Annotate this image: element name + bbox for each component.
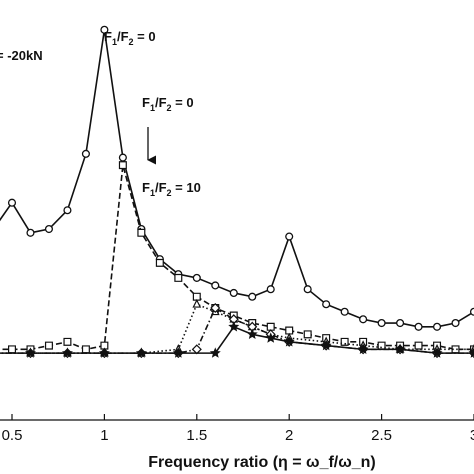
data-point-circle: [26, 228, 35, 237]
data-point-circle: [451, 318, 460, 328]
data-point-square: [266, 322, 275, 331]
x-axis-title: Frequency ratio (η = ω_f/ω_n): [148, 454, 376, 471]
data-point-square: [118, 161, 127, 170]
data-point-diamond: [210, 302, 221, 314]
data-point-star: [431, 347, 443, 358]
data-point-triangle: [192, 298, 202, 308]
data-point-circle: [100, 25, 109, 34]
x-tick-label: 1.5: [186, 427, 207, 444]
data-point-star: [61, 347, 73, 358]
series-line-star: [0, 325, 474, 354]
data-point-star: [394, 343, 406, 355]
x-tick-label: 3: [470, 427, 474, 444]
x-axis: 0.5 1 1.5 2 2.5 3: [0, 414, 474, 444]
data-point-star: [320, 339, 332, 351]
data-point-circle: [118, 153, 127, 162]
data-point-square: [192, 292, 201, 301]
data-point-star: [265, 332, 277, 343]
data-point-square: [414, 341, 423, 350]
annotation-ratio-start: F1/F2 = 0: [142, 95, 194, 113]
data-point-square: [8, 345, 16, 354]
data-point-square: [137, 228, 146, 237]
data-point-star: [25, 347, 36, 358]
plot-series: [0, 25, 474, 359]
data-point-circle: [63, 206, 72, 215]
data-point-circle: [377, 318, 386, 328]
data-point-square: [44, 341, 53, 350]
annotation-load: = -20kN: [0, 48, 43, 63]
data-point-square: [303, 330, 312, 339]
data-point-circle: [303, 285, 312, 294]
data-point-star: [283, 336, 295, 347]
data-point-circle: [229, 288, 238, 298]
data-point-circle: [211, 281, 220, 290]
data-point-square: [285, 326, 294, 335]
data-point-star: [228, 321, 240, 332]
data-point-square: [174, 273, 183, 282]
data-point-star: [246, 328, 258, 339]
data-point-circle: [340, 307, 349, 316]
x-tick-label: 0.5: [2, 427, 23, 444]
data-point-circle: [432, 322, 442, 331]
x-tick-label: 2: [285, 427, 293, 444]
x-tick-label: 2.5: [371, 427, 392, 444]
data-point-circle: [44, 224, 54, 234]
data-point-circle: [81, 149, 90, 158]
data-point-star: [209, 347, 221, 358]
data-point-star: [135, 347, 147, 358]
series-circle: [0, 25, 474, 331]
data-point-star: [468, 347, 474, 358]
data-point-circle: [266, 285, 275, 294]
data-point-circle: [248, 292, 257, 301]
data-point-circle: [285, 232, 294, 241]
data-point-star: [98, 347, 110, 358]
data-point-square: [100, 341, 109, 350]
data-point-circle: [396, 318, 405, 328]
series-star: [0, 321, 474, 358]
x-tick-label: 1: [100, 427, 108, 444]
annotation-peak-ratio: F1/F2 = 0: [104, 29, 156, 47]
data-point-square: [81, 345, 90, 354]
data-point-square: [63, 337, 72, 346]
data-point-diamond: [191, 344, 202, 355]
data-point-circle: [7, 198, 17, 207]
data-point-star: [357, 343, 369, 355]
data-point-circle: [469, 307, 474, 316]
data-point-circle: [322, 300, 331, 309]
data-point-circle: [192, 273, 201, 282]
data-point-circle: [359, 315, 368, 324]
data-point-star: [172, 347, 184, 358]
data-point-circle: [414, 322, 423, 331]
series-line-circle: [0, 29, 474, 328]
data-point-square: [155, 258, 164, 267]
annotation-ratio-end: F1/F2 = 10: [142, 180, 201, 198]
